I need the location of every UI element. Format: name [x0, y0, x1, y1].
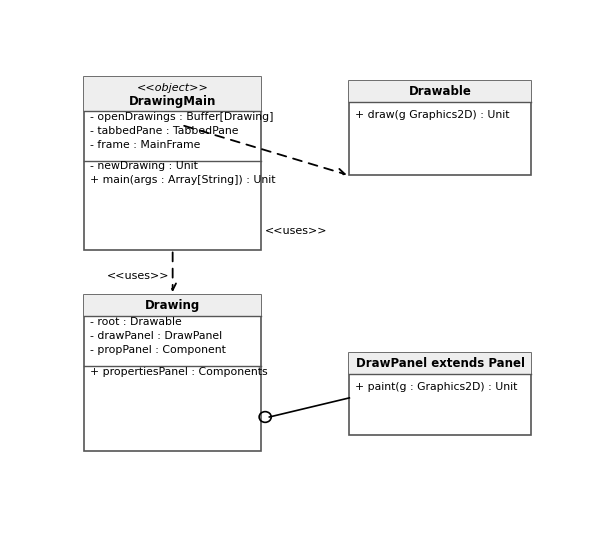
Text: - root : Drawable: - root : Drawable	[91, 317, 182, 327]
Text: - frame : MainFrame: - frame : MainFrame	[91, 140, 201, 150]
Bar	[84, 295, 261, 452]
Text: <<uses>>: <<uses>>	[265, 226, 327, 236]
Text: - drawPanel : DrawPanel: - drawPanel : DrawPanel	[91, 331, 223, 341]
Text: Drawable: Drawable	[409, 85, 472, 98]
Bar	[84, 77, 261, 111]
Text: + propertiesPanel : Components: + propertiesPanel : Components	[91, 366, 268, 377]
Text: Drawing: Drawing	[145, 299, 200, 312]
Text: DrawPanel extends Panel: DrawPanel extends Panel	[356, 357, 524, 370]
Text: + main(args : Array[String]) : Unit: + main(args : Array[String]) : Unit	[91, 175, 276, 185]
Text: - tabbedPane : TabbedPane: - tabbedPane : TabbedPane	[91, 126, 239, 136]
Bar	[349, 81, 530, 102]
Text: - propPanel : Component: - propPanel : Component	[91, 345, 226, 355]
Text: <<uses>>: <<uses>>	[107, 271, 169, 281]
Bar	[84, 295, 261, 316]
Text: + paint(g : Graphics2D) : Unit: + paint(g : Graphics2D) : Unit	[355, 382, 518, 392]
Bar	[349, 81, 530, 175]
Bar	[349, 353, 530, 374]
Text: - newDrawing : Unit: - newDrawing : Unit	[91, 162, 198, 171]
Text: + draw(g Graphics2D) : Unit: + draw(g Graphics2D) : Unit	[355, 110, 510, 120]
Bar	[349, 353, 530, 435]
Text: <<object>>: <<object>>	[137, 83, 209, 94]
Text: - openDrawings : Buffer[Drawing]: - openDrawings : Buffer[Drawing]	[91, 112, 274, 122]
Bar	[84, 77, 261, 249]
Text: DrawingMain: DrawingMain	[129, 95, 217, 108]
